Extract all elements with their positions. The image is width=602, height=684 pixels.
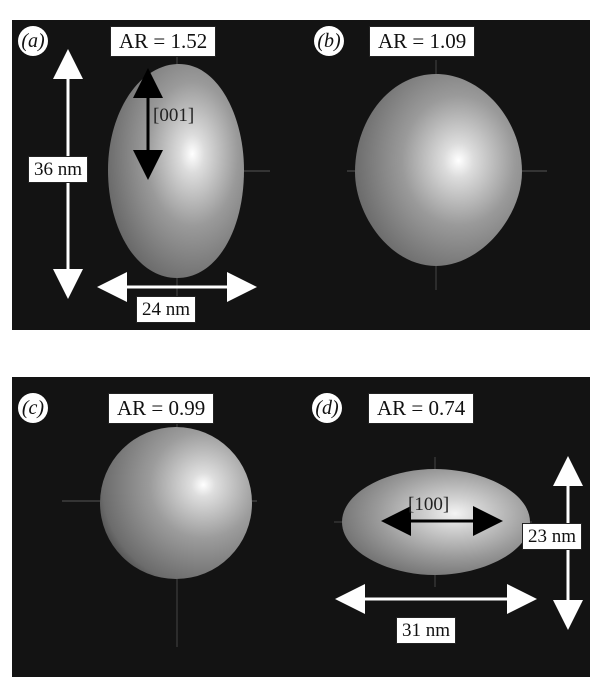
particle-a xyxy=(108,63,244,279)
particle-b xyxy=(355,74,522,266)
aspect-ratio-b: AR = 1.09 xyxy=(369,26,476,57)
panel-a: (a) AR = 1.52 36 nm 24 nm [001] (b) AR =… xyxy=(12,20,590,330)
width-label-d: 31 nm xyxy=(396,617,457,644)
panel-label-d: (d) xyxy=(312,393,342,423)
panel-a-graphic xyxy=(53,40,547,320)
particle-c xyxy=(100,427,252,579)
aspect-ratio-a: AR = 1.52 xyxy=(110,26,217,57)
direction-label-a: [001] xyxy=(153,105,195,126)
panel-c: (c) AR = 0.99 (d) AR = 0.74 [100] 23 nm … xyxy=(12,377,590,677)
height-label-a: 36 nm xyxy=(28,156,89,183)
width-label-a: 24 nm xyxy=(136,296,197,323)
aspect-ratio-d: AR = 0.74 xyxy=(368,393,475,424)
height-label-d: 23 nm xyxy=(522,523,583,550)
aspect-ratio-c: AR = 0.99 xyxy=(108,393,215,424)
panel-label-a: (a) xyxy=(18,26,48,56)
panel-label-c: (c) xyxy=(18,393,48,423)
panel-c-graphic xyxy=(62,402,583,647)
direction-label-d: [100] xyxy=(408,494,450,515)
panel-label-b: (b) xyxy=(314,26,344,56)
